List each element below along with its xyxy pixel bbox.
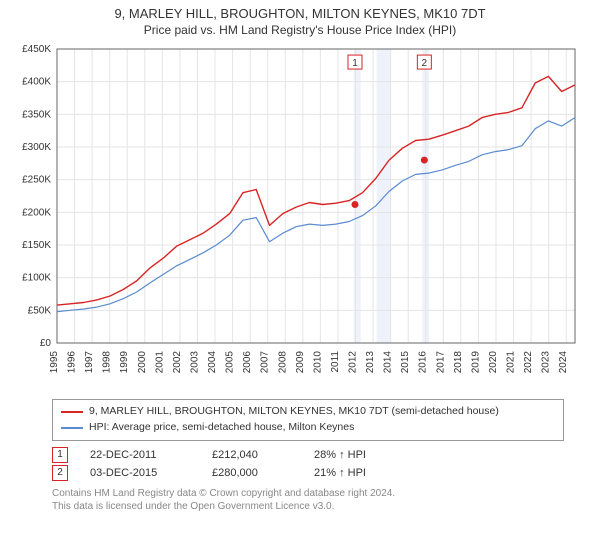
price-pct: 28% ↑ HPI bbox=[314, 449, 394, 461]
svg-text:£0: £0 bbox=[40, 338, 52, 349]
price-pct: 21% ↑ HPI bbox=[314, 467, 394, 479]
x-tick-label: 2010 bbox=[312, 351, 323, 374]
legend-box: 9, MARLEY HILL, BROUGHTON, MILTON KEYNES… bbox=[52, 399, 564, 441]
price-chart: £0 £50K £100K £150K £200K £250K £300K £350K £400… bbox=[15, 43, 585, 393]
x-tick-label: 2024 bbox=[558, 351, 569, 374]
svg-text:£400K: £400K bbox=[22, 77, 51, 88]
svg-text:£300K: £300K bbox=[22, 142, 51, 153]
x-tick-label: 2023 bbox=[541, 351, 552, 374]
svg-text:£100K: £100K bbox=[22, 273, 51, 284]
svg-text:£350K: £350K bbox=[22, 109, 51, 120]
svg-text:£250K: £250K bbox=[22, 175, 51, 186]
x-tick-label: 2000 bbox=[137, 351, 148, 374]
page-root: 9, MARLEY HILL, BROUGHTON, MILTON KEYNES… bbox=[0, 0, 600, 518]
x-tick-label: 2021 bbox=[506, 351, 517, 374]
legend-label: HPI: Average price, semi-detached house,… bbox=[89, 420, 354, 436]
footer-line1: Contains HM Land Registry data © Crown c… bbox=[52, 487, 564, 501]
price-marker: 1 bbox=[52, 447, 68, 463]
x-tick-label: 1998 bbox=[102, 351, 113, 374]
x-tick-label: 1995 bbox=[49, 351, 60, 374]
x-tick-label: 1996 bbox=[67, 351, 78, 374]
price-row: 2 03-DEC-2015 £280,000 21% ↑ HPI bbox=[52, 465, 564, 481]
legend-swatch bbox=[61, 411, 83, 413]
x-tick-label: 2001 bbox=[154, 351, 165, 374]
x-tick-label: 2017 bbox=[435, 351, 446, 374]
svg-text:£200K: £200K bbox=[22, 207, 51, 218]
x-tick-label: 2011 bbox=[330, 351, 341, 373]
title-line2: Price paid vs. HM Land Registry's House … bbox=[10, 23, 590, 37]
svg-text:£150K: £150K bbox=[22, 240, 51, 251]
x-tick-label: 2019 bbox=[470, 351, 481, 374]
legend-row: HPI: Average price, semi-detached house,… bbox=[61, 420, 555, 436]
x-tick-label: 2007 bbox=[260, 351, 271, 374]
footer-line2: This data is licensed under the Open Gov… bbox=[52, 500, 564, 514]
price-marker: 2 bbox=[52, 465, 68, 481]
svg-text:£50K: £50K bbox=[28, 305, 52, 316]
x-tick-label: 1999 bbox=[119, 351, 130, 374]
x-tick-label: 2008 bbox=[277, 351, 288, 374]
title-line1: 9, MARLEY HILL, BROUGHTON, MILTON KEYNES… bbox=[10, 6, 590, 21]
price-date: 03-DEC-2015 bbox=[90, 467, 190, 479]
price-amount: £212,040 bbox=[212, 449, 292, 461]
x-tick-label: 2006 bbox=[242, 351, 253, 374]
legend-label: 9, MARLEY HILL, BROUGHTON, MILTON KEYNES… bbox=[89, 404, 499, 420]
x-tick-label: 2015 bbox=[400, 351, 411, 374]
x-tick-label: 2012 bbox=[348, 351, 359, 374]
x-tick-label: 2009 bbox=[295, 351, 306, 374]
chart-svg: £0 £50K £100K £150K £200K £250K £300K £350K £400… bbox=[15, 43, 585, 393]
svg-text:2: 2 bbox=[422, 58, 428, 69]
title-block: 9, MARLEY HILL, BROUGHTON, MILTON KEYNES… bbox=[10, 6, 590, 37]
x-tick-label: 2005 bbox=[225, 351, 236, 374]
x-tick-label: 2003 bbox=[189, 351, 200, 374]
x-tick-label: 2014 bbox=[383, 351, 394, 374]
footer: Contains HM Land Registry data © Crown c… bbox=[52, 487, 564, 514]
price-date: 22-DEC-2011 bbox=[90, 449, 190, 461]
svg-text:1: 1 bbox=[352, 58, 358, 69]
legend-swatch bbox=[61, 427, 83, 429]
x-tick-label: 2020 bbox=[488, 351, 499, 374]
price-rows: 1 22-DEC-2011 £212,040 28% ↑ HPI 2 03-DEC-201… bbox=[52, 447, 564, 481]
x-tick-label: 2002 bbox=[172, 351, 183, 374]
x-tick-label: 2016 bbox=[418, 351, 429, 374]
x-tick-label: 2022 bbox=[523, 351, 534, 374]
price-amount: £280,000 bbox=[212, 467, 292, 479]
x-tick-label: 2013 bbox=[365, 351, 376, 374]
x-tick-label: 2018 bbox=[453, 351, 464, 374]
price-row: 1 22-DEC-2011 £212,040 28% ↑ HPI bbox=[52, 447, 564, 463]
x-tick-label: 1997 bbox=[84, 351, 95, 374]
legend-row: 9, MARLEY HILL, BROUGHTON, MILTON KEYNES… bbox=[61, 404, 555, 420]
svg-text:£450K: £450K bbox=[22, 44, 51, 55]
x-tick-label: 2004 bbox=[207, 351, 218, 374]
